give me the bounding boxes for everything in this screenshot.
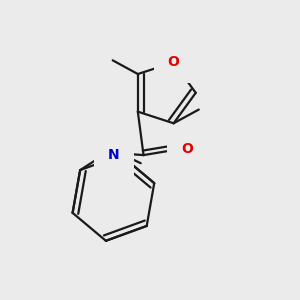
Text: H: H <box>98 136 107 146</box>
Text: N: N <box>108 148 120 162</box>
Text: O: O <box>168 56 179 69</box>
Text: O: O <box>181 142 193 156</box>
